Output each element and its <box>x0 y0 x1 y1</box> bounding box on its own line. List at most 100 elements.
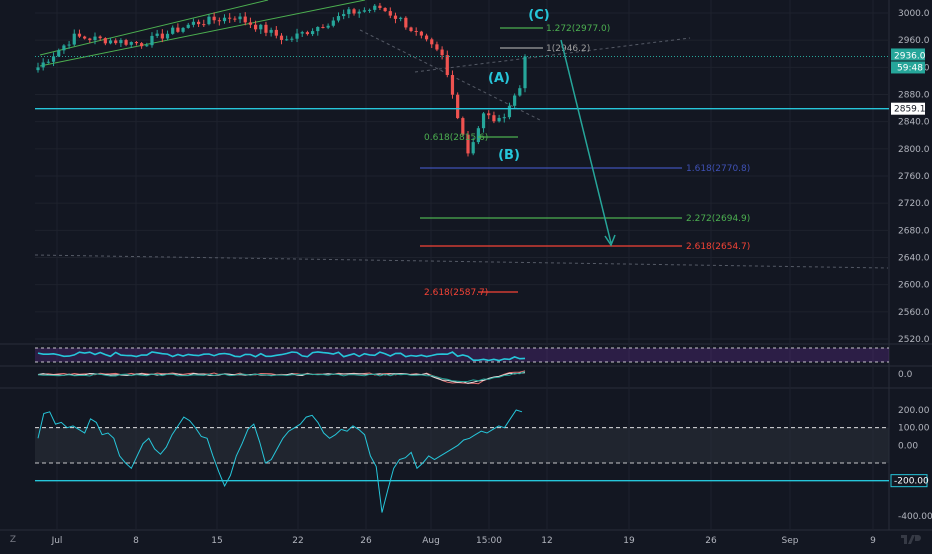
osc1-line <box>37 351 526 362</box>
candle-body <box>424 35 429 40</box>
candle-body <box>228 17 232 19</box>
candle-body <box>450 75 455 95</box>
candle-body <box>72 33 76 45</box>
price-tick-label: 2600.0 <box>898 281 930 291</box>
candle-body <box>492 115 496 122</box>
candle-body <box>305 32 310 35</box>
candle-body <box>279 35 284 40</box>
candle-body <box>295 33 299 39</box>
last-price-label: 2936.0 <box>894 51 926 61</box>
price-tick-label: 2680.0 <box>898 226 930 236</box>
candle-body <box>481 113 486 129</box>
osc3-tick-label: 0.00 <box>898 441 918 451</box>
candle-body <box>456 94 460 119</box>
timezone-icon[interactable]: Z <box>9 535 17 545</box>
candle-body <box>487 113 491 116</box>
candle-body <box>269 29 273 33</box>
candle-body <box>83 36 87 39</box>
candle-body <box>274 29 278 36</box>
fib-level-label: 0.618(2815.6) <box>424 133 488 143</box>
osc3-tick-label: -400.00 <box>898 512 932 522</box>
candle-body <box>129 42 133 45</box>
candle-body <box>404 17 408 28</box>
tradingview-logo-icon[interactable] <box>900 532 922 547</box>
wave-label: (B) <box>498 148 520 163</box>
level-tag <box>891 102 925 115</box>
last-price-tag <box>891 48 925 61</box>
time-tick-label: 26 <box>705 536 717 546</box>
candle-body <box>378 5 382 8</box>
price-tick-label: 2800.0 <box>898 145 930 155</box>
candle-body <box>435 44 439 50</box>
candle-body <box>316 26 320 32</box>
time-tick-label: 15:00 <box>476 536 502 546</box>
candle-body <box>243 16 247 23</box>
candle-body <box>331 20 335 26</box>
candle-body <box>134 42 139 44</box>
level-label: 2859.1 <box>894 105 926 115</box>
candle-body <box>62 45 66 51</box>
candle-body <box>160 33 164 39</box>
candle-body <box>176 27 180 32</box>
candle-body <box>367 9 372 11</box>
candle-body <box>290 38 294 40</box>
projection-arrowhead <box>604 234 616 247</box>
oscillator-panes <box>35 347 889 513</box>
candle-body <box>119 40 123 44</box>
wave-annotations: (A) (B) (C) <box>488 8 616 247</box>
candle-body <box>51 56 56 62</box>
osc3-band <box>35 427 889 463</box>
candle-body <box>171 27 175 34</box>
time-tick-label: 19 <box>623 536 635 546</box>
candle-body <box>233 18 237 20</box>
candle-body <box>414 31 418 33</box>
trend-channel <box>34 0 889 269</box>
candle-body <box>57 50 61 57</box>
candle-body <box>222 17 227 22</box>
candle-body <box>103 38 107 44</box>
osc3-line <box>37 409 523 513</box>
price-tick-label: 3000.0 <box>898 9 930 19</box>
candle-body <box>336 16 341 21</box>
candle-body <box>108 40 113 44</box>
candle-body <box>41 62 45 68</box>
osc2-series-line <box>37 371 526 383</box>
time-tick-label: 26 <box>360 536 372 546</box>
channel-lower-line <box>39 0 366 67</box>
candle-body <box>181 27 185 32</box>
candle-body <box>145 45 149 47</box>
fib-level-label: 1.618(2770.8) <box>686 164 750 174</box>
price-tick-label: 2880.0 <box>898 91 930 101</box>
price-tick-label: 2840.0 <box>898 118 930 128</box>
candle-body <box>321 26 325 28</box>
time-tick-label: Sep <box>782 536 799 546</box>
price-tick-label: 2960.0 <box>898 36 930 46</box>
price-tick-label: 2560.0 <box>898 308 930 318</box>
countdown-label: 59:48 <box>897 63 923 73</box>
candle-body <box>186 24 190 28</box>
candle-body <box>507 105 512 118</box>
candle-body <box>476 128 480 143</box>
time-tick-label: 22 <box>292 536 303 546</box>
candle-body <box>202 24 206 26</box>
wave-label: (C) <box>528 8 549 23</box>
osc3-level-label: -200.00 <box>894 477 929 487</box>
time-tick-label: 12 <box>541 536 552 546</box>
candle-body <box>191 21 196 25</box>
candle-body <box>46 61 50 63</box>
candle-body <box>502 117 506 119</box>
candle-body <box>155 33 159 36</box>
fib-level-label: 2.618(2587.7) <box>424 288 488 298</box>
candle-body <box>67 44 71 46</box>
candle-body <box>518 88 522 96</box>
upper-dashed-trendline <box>414 37 691 73</box>
candle-body <box>248 22 253 25</box>
candle-body <box>259 24 263 30</box>
candle-body <box>98 36 102 39</box>
fibonacci-levels: 1.272(2977.0) 1(2946.2) 0.618(2815.6) 1.618… <box>35 24 889 298</box>
candle-body <box>497 117 501 122</box>
osc2-tick-label: 0.0 <box>898 370 913 380</box>
